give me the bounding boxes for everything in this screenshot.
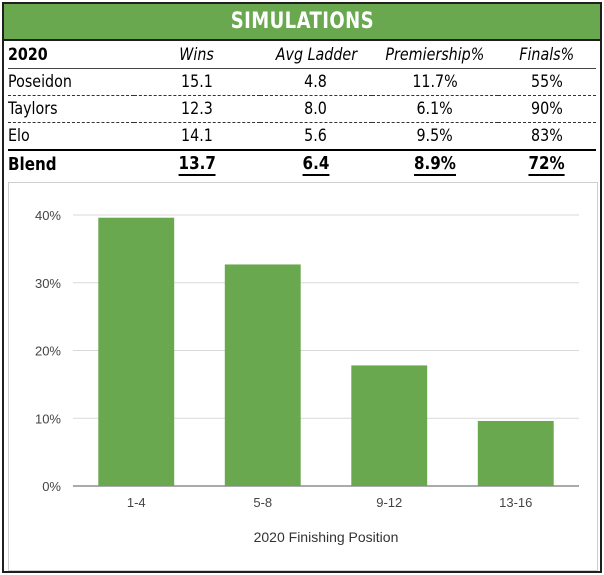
y-tick-label: 30% bbox=[35, 276, 61, 291]
table-cell: 9.5% bbox=[372, 122, 498, 149]
column-header: Avg Ladder bbox=[275, 45, 357, 65]
table-cell: 5.6 bbox=[260, 122, 372, 149]
row-name: Poseidon bbox=[8, 68, 134, 95]
y-tick-label: 40% bbox=[35, 208, 61, 223]
table-row: Taylors 12.3 8.0 6.1% 90% bbox=[8, 95, 596, 122]
bar-9-12 bbox=[351, 365, 428, 486]
table-cell: 6.4 bbox=[260, 149, 372, 177]
table-cell: 8.0 bbox=[260, 95, 372, 122]
row-name: Elo bbox=[8, 122, 134, 149]
x-axis-title: 2020 Finishing Position bbox=[254, 529, 399, 545]
x-tick-label: 1-4 bbox=[127, 495, 146, 510]
table-cell: 12.3 bbox=[134, 95, 260, 122]
table-cell: 55% bbox=[498, 68, 596, 95]
column-header: Wins bbox=[179, 45, 215, 65]
table-cell: 83% bbox=[498, 122, 596, 149]
y-tick-label: 10% bbox=[35, 411, 61, 426]
bar-chart-svg: 0% 10% 20% 30% 40% 1-4 5-8 9-12 13-16 2020 Finish… bbox=[35, 208, 579, 545]
row-name: Blend bbox=[8, 149, 134, 177]
bar-1-4 bbox=[98, 217, 175, 486]
table-cell: 13.7 bbox=[134, 149, 260, 177]
table-cell: 11.7% bbox=[372, 68, 498, 95]
bar-13-16 bbox=[477, 420, 554, 486]
table-cell: 72% bbox=[498, 149, 596, 177]
row-name: Taylors bbox=[8, 95, 134, 122]
y-tick-label: 20% bbox=[35, 344, 61, 359]
bar-5-8 bbox=[224, 264, 301, 486]
x-tick-label: 9-12 bbox=[376, 495, 402, 510]
table-cell: 90% bbox=[498, 95, 596, 122]
table-row: Elo 14.1 5.6 9.5% 83% bbox=[8, 122, 596, 149]
x-tick-label: 13-16 bbox=[499, 495, 532, 510]
banner-title: SIMULATIONS bbox=[4, 4, 600, 41]
table-cell: 4.8 bbox=[260, 68, 372, 95]
table-cell: 8.9% bbox=[372, 149, 498, 177]
x-tick-label: 5-8 bbox=[253, 495, 272, 510]
y-tick-label: 0% bbox=[42, 479, 61, 494]
finishing-position-chart: 0% 10% 20% 30% 40% 1-4 5-8 9-12 13-16 2020 Finish… bbox=[8, 182, 598, 571]
table-header-row: 2020 Wins Avg Ladder Premiership% Finals… bbox=[8, 42, 596, 68]
column-header: Premiership% bbox=[385, 45, 485, 65]
table-row: Poseidon 15.1 4.8 11.7% 55% bbox=[8, 68, 596, 95]
table-cell: 15.1 bbox=[134, 68, 260, 95]
table-cell: 14.1 bbox=[134, 122, 260, 149]
column-header: Finals% bbox=[519, 45, 575, 65]
blend-row: Blend 13.7 6.4 8.9% 72% bbox=[8, 149, 596, 177]
table-cell: 6.1% bbox=[372, 95, 498, 122]
year-header: 2020 bbox=[8, 45, 48, 65]
simulations-table: 2020 Wins Avg Ladder Premiership% Finals… bbox=[8, 42, 596, 177]
